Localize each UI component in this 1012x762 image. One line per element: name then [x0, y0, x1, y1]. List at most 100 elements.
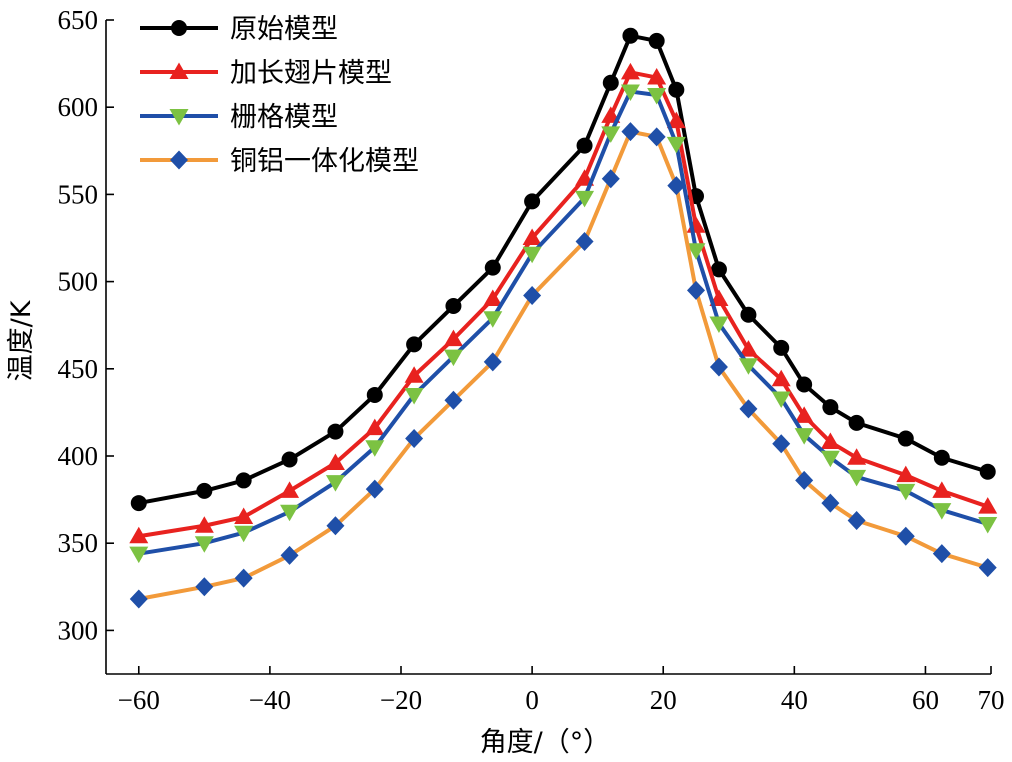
data-point: [772, 434, 791, 454]
y-axis-title: 温度/K: [6, 299, 37, 381]
data-point: [576, 137, 593, 154]
data-point: [794, 406, 814, 423]
data-point: [978, 497, 998, 514]
data-point: [325, 453, 345, 470]
data-point: [821, 493, 840, 513]
data-point: [822, 399, 839, 416]
data-point: [575, 231, 594, 251]
data-point: [794, 428, 814, 445]
data-point: [445, 298, 462, 315]
data-point: [667, 176, 686, 196]
data-point: [847, 448, 867, 465]
data-point: [601, 169, 620, 189]
data-point: [796, 376, 813, 393]
data-point: [280, 545, 299, 565]
y-tick-label: 350: [58, 528, 99, 558]
data-point: [686, 243, 706, 260]
legend-marker: [170, 150, 188, 170]
data-point: [404, 387, 424, 405]
y-tick-label: 300: [58, 615, 99, 645]
data-point: [483, 352, 502, 372]
data-point: [601, 126, 621, 143]
data-point: [848, 414, 865, 431]
data-point: [196, 482, 213, 499]
series-1: [130, 27, 996, 512]
data-point: [820, 432, 840, 450]
data-point: [896, 465, 916, 483]
data-point: [483, 311, 503, 328]
legend-item: 加长翅片模型: [140, 58, 392, 89]
data-point: [647, 87, 667, 105]
data-point: [234, 568, 253, 588]
x-axis-title: 角度/（°）: [480, 727, 611, 758]
data-point: [524, 193, 541, 210]
data-point: [896, 526, 915, 546]
data-point: [979, 463, 996, 480]
legend-marker: [171, 20, 187, 36]
data-point: [483, 289, 503, 307]
data-point: [738, 340, 758, 357]
x-tick-label: 20: [650, 685, 677, 715]
data-point: [234, 525, 254, 543]
legend-marker: [169, 109, 189, 126]
data-point: [130, 495, 147, 512]
data-point: [365, 440, 385, 457]
y-tick-label: 650: [58, 5, 99, 35]
data-point: [896, 483, 916, 501]
x-tick-label: 0: [525, 685, 539, 715]
data-point: [647, 68, 667, 85]
data-point: [820, 450, 840, 468]
data-point: [710, 261, 727, 278]
data-point: [668, 81, 685, 98]
legend-label: 加长翅片模型: [230, 58, 392, 89]
data-point: [739, 399, 758, 419]
data-point: [325, 475, 345, 492]
plot-frame: [105, 20, 991, 675]
legend-label: 栅格模型: [230, 102, 338, 133]
x-tick-label: −20: [380, 685, 422, 715]
legend-item: 栅格模型: [140, 102, 338, 133]
x-axis: −60 −40 −20 0 20 40 60 70: [118, 666, 1005, 715]
data-point: [326, 516, 345, 536]
data-point: [648, 32, 665, 49]
series-line: [138, 70, 989, 539]
data-point: [405, 429, 424, 449]
x-tick-label: −60: [118, 685, 160, 715]
data-point: [620, 84, 640, 102]
data-point: [404, 366, 424, 383]
data-point: [484, 259, 501, 276]
data-point: [687, 280, 705, 300]
x-tick-label: 40: [781, 685, 808, 715]
data-point: [129, 526, 149, 544]
legend-item: 原始模型: [140, 14, 338, 45]
data-point: [522, 246, 542, 264]
data-point: [194, 536, 214, 553]
x-tick-label: 70: [978, 685, 1005, 715]
y-tick-label: 600: [58, 92, 99, 122]
series-4: [129, 122, 997, 609]
data-point: [366, 386, 383, 403]
data-point: [978, 517, 998, 534]
data-point: [602, 74, 619, 91]
x-tick-label: −40: [249, 685, 291, 715]
data-point: [234, 507, 254, 525]
data-point: [709, 316, 729, 333]
data-point: [444, 390, 463, 410]
data-point: [709, 357, 728, 377]
x-tick-label: 60: [912, 685, 939, 715]
data-point: [194, 516, 214, 533]
y-tick-label: 450: [58, 354, 99, 384]
data-point: [281, 451, 298, 468]
series-layer: [129, 27, 998, 609]
data-point: [897, 430, 914, 447]
data-point: [365, 479, 384, 499]
data-point: [978, 558, 997, 578]
data-point: [129, 589, 148, 609]
data-point: [620, 62, 640, 80]
data-point: [327, 423, 344, 440]
data-point: [847, 469, 867, 487]
series-2: [129, 62, 998, 544]
data-point: [622, 27, 639, 44]
